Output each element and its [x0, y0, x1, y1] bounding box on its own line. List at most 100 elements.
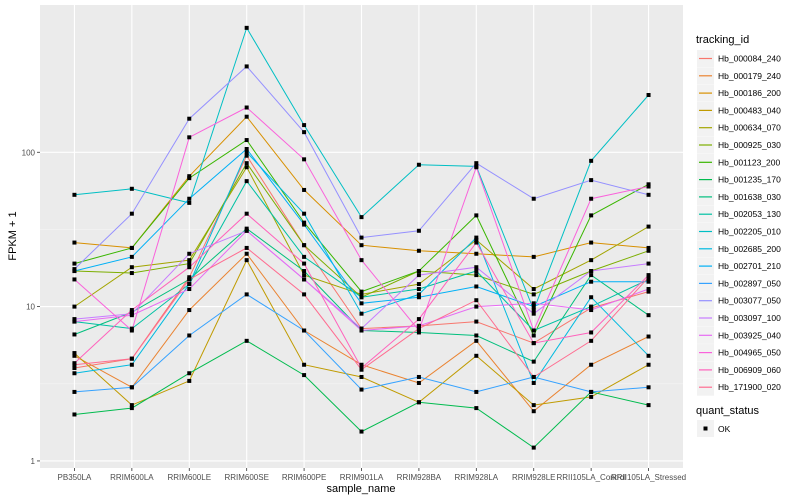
- data-point: [187, 275, 192, 280]
- legend-label: Hb_004965_050: [718, 348, 781, 358]
- data-point: [646, 385, 651, 390]
- data-point: [72, 332, 77, 337]
- data-point: [531, 301, 536, 306]
- data-point: [474, 353, 479, 358]
- data-point: [359, 311, 364, 316]
- data-point: [474, 304, 479, 309]
- legend-label: Hb_006909_060: [718, 365, 781, 375]
- data-point: [359, 295, 364, 300]
- data-point: [589, 389, 594, 394]
- x-axis: PB350LA RRIM600LA RRIM600LE RRIM600SE RRIM60…: [58, 468, 686, 482]
- data-point: [187, 333, 192, 338]
- data-point: [244, 251, 249, 256]
- legend-ok-point-icon: [703, 426, 708, 431]
- data-point: [187, 308, 192, 313]
- legend-label: Hb_003077_050: [718, 296, 781, 306]
- legend-label: Hb_000925_030: [718, 140, 781, 150]
- data-point: [589, 273, 594, 278]
- data-point: [531, 445, 536, 450]
- data-point: [416, 323, 421, 328]
- legend-label: Hb_000084_240: [718, 54, 781, 64]
- legend-label: Hb_002701_210: [718, 261, 781, 271]
- data-point: [646, 245, 651, 250]
- data-point: [416, 295, 421, 300]
- data-point: [187, 176, 192, 181]
- y-axis: 1 10 100: [22, 148, 40, 466]
- data-point: [589, 394, 594, 399]
- data-point: [416, 282, 421, 287]
- data-point: [589, 279, 594, 284]
- data-point: [416, 162, 421, 167]
- data-point: [646, 182, 651, 187]
- data-point: [531, 328, 536, 333]
- data-point: [72, 304, 77, 309]
- data-point: [646, 287, 651, 292]
- data-point: [474, 265, 479, 270]
- data-point: [72, 351, 77, 356]
- legend-label: Hb_002897_050: [718, 278, 781, 288]
- data-point: [416, 248, 421, 253]
- data-point: [646, 289, 651, 294]
- data-point: [72, 389, 77, 394]
- data-point: [474, 161, 479, 166]
- data-point: [187, 200, 192, 205]
- data-point: [244, 179, 249, 184]
- data-point: [72, 371, 77, 376]
- data-point: [302, 123, 307, 128]
- data-point: [646, 93, 651, 98]
- data-point: [129, 245, 134, 250]
- data-point: [302, 211, 307, 216]
- data-point: [474, 298, 479, 303]
- data-point: [302, 187, 307, 192]
- data-point: [359, 301, 364, 306]
- data-point: [531, 287, 536, 292]
- data-point: [359, 243, 364, 248]
- data-point: [359, 215, 364, 220]
- data-point: [129, 406, 134, 411]
- data-point: [646, 275, 651, 280]
- data-point: [129, 313, 134, 318]
- data-point: [531, 311, 536, 316]
- data-point: [416, 269, 421, 274]
- data-point: [359, 374, 364, 379]
- data-point: [187, 116, 192, 121]
- data-point: [72, 240, 77, 245]
- data-point: [302, 269, 307, 274]
- data-point: [187, 135, 192, 140]
- data-point: [244, 211, 249, 216]
- data-point: [359, 362, 364, 367]
- data-point: [531, 403, 536, 408]
- data-point: [589, 178, 594, 183]
- data-point: [72, 261, 77, 266]
- data-point: [187, 277, 192, 282]
- data-point: [531, 341, 536, 346]
- data-point: [244, 64, 249, 69]
- data-point: [646, 313, 651, 318]
- legend-items: Hb_000084_240 Hb_000179_240 Hb_000186_200 H…: [697, 50, 781, 396]
- data-point: [416, 326, 421, 331]
- data-point: [187, 371, 192, 376]
- data-point: [416, 287, 421, 292]
- data-point: [302, 277, 307, 282]
- data-point: [474, 338, 479, 343]
- data-point: [72, 267, 77, 272]
- legend-label: Hb_000186_200: [718, 88, 781, 98]
- legend-label: Hb_001235_170: [718, 175, 781, 185]
- data-point: [531, 374, 536, 379]
- data-point: [416, 228, 421, 233]
- data-point: [474, 389, 479, 394]
- legend-label: Hb_000634_070: [718, 123, 781, 133]
- data-point: [531, 409, 536, 414]
- data-point: [589, 338, 594, 343]
- data-point: [72, 362, 77, 367]
- x-tick-label: RRIM600LE: [167, 473, 211, 482]
- data-point: [359, 387, 364, 392]
- data-point: [589, 196, 594, 201]
- data-point: [244, 338, 249, 343]
- data-point: [129, 328, 134, 333]
- data-point: [302, 328, 307, 333]
- data-point: [474, 213, 479, 218]
- x-tick-label: RRIM600LA: [110, 473, 154, 482]
- data-point: [416, 374, 421, 379]
- x-tick-label: RRII105LA_Stressed: [611, 473, 686, 482]
